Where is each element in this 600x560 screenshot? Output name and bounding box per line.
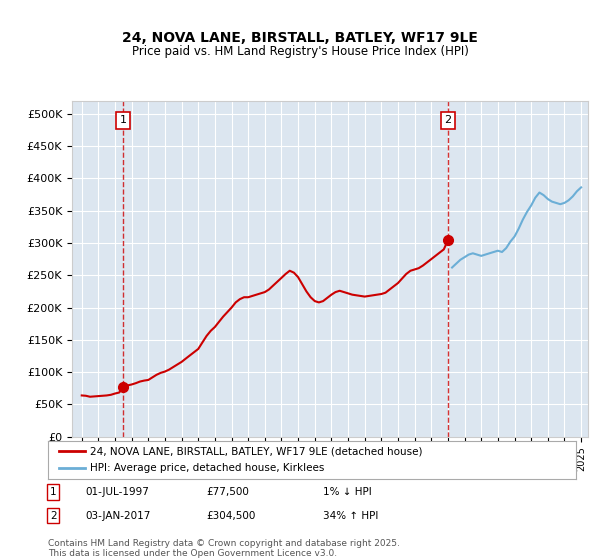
Text: 2: 2 — [445, 115, 452, 125]
Text: Price paid vs. HM Land Registry's House Price Index (HPI): Price paid vs. HM Land Registry's House … — [131, 45, 469, 58]
Text: 01-JUL-1997: 01-JUL-1997 — [85, 487, 149, 497]
Text: £304,500: £304,500 — [206, 511, 256, 521]
Text: 2: 2 — [50, 511, 56, 521]
Text: 24, NOVA LANE, BIRSTALL, BATLEY, WF17 9LE (detached house): 24, NOVA LANE, BIRSTALL, BATLEY, WF17 9L… — [90, 446, 423, 456]
Text: £77,500: £77,500 — [206, 487, 249, 497]
Text: 34% ↑ HPI: 34% ↑ HPI — [323, 511, 378, 521]
Text: 1: 1 — [120, 115, 127, 125]
Text: 1: 1 — [50, 487, 56, 497]
Text: 24, NOVA LANE, BIRSTALL, BATLEY, WF17 9LE: 24, NOVA LANE, BIRSTALL, BATLEY, WF17 9L… — [122, 31, 478, 45]
Text: Contains HM Land Registry data © Crown copyright and database right 2025.
This d: Contains HM Land Registry data © Crown c… — [48, 539, 400, 558]
Text: 1% ↓ HPI: 1% ↓ HPI — [323, 487, 371, 497]
Text: HPI: Average price, detached house, Kirklees: HPI: Average price, detached house, Kirk… — [90, 463, 325, 473]
Text: 03-JAN-2017: 03-JAN-2017 — [85, 511, 151, 521]
